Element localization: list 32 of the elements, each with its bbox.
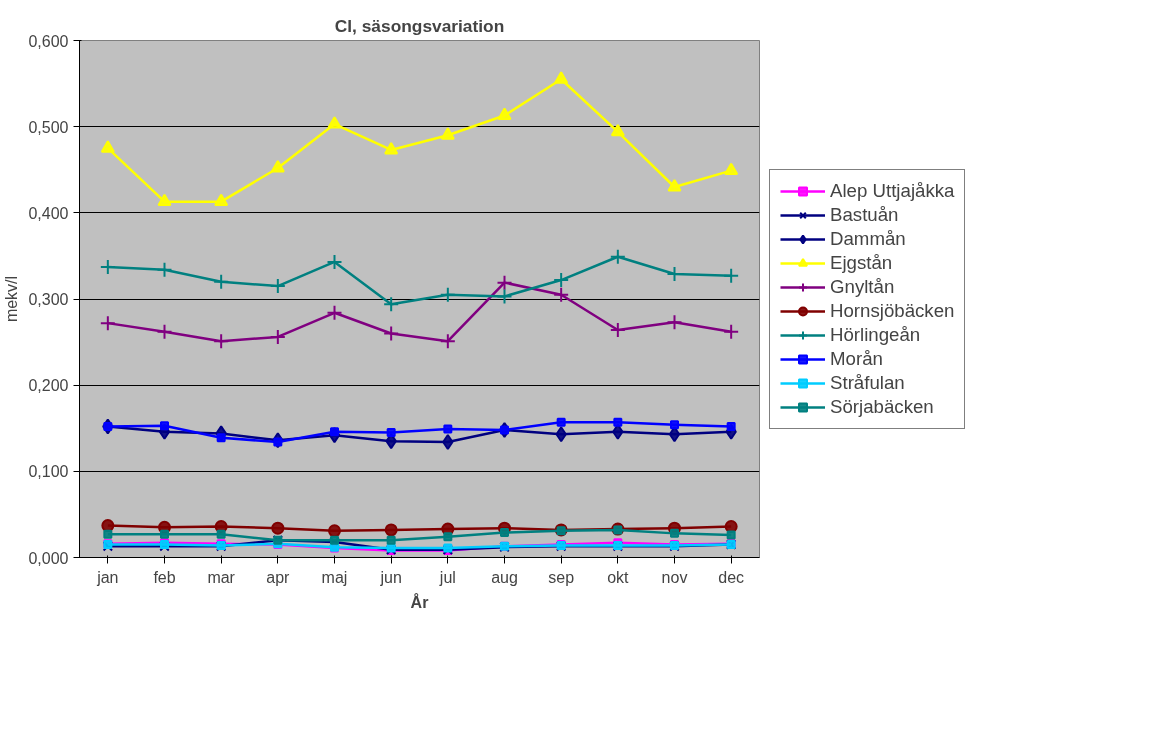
chart-title: Cl, säsongsvariation [334,15,505,36]
y-tick-label: 0,400 [28,204,69,222]
legend-label: Hörlingeån [830,323,921,346]
x-tick-label: jul [438,568,456,586]
x-tick-label: maj [321,568,348,586]
y-axis-title: mekv/l [3,275,21,323]
legend-label: Gnyltån [830,275,895,298]
legend-label: Sörjabäcken [830,395,934,418]
legend-label: Bastuån [830,203,899,226]
x-tick-label: okt [607,568,630,586]
legend-label: Ejgstån [830,251,893,274]
y-tick-label: 0,000 [28,549,69,567]
x-tick-label: jun [379,568,402,586]
x-tick-label: mar [207,568,236,586]
legend-label: Stråfulan [830,371,905,394]
x-tick-label: feb [153,568,176,586]
legend-label: Alep Uttjajåkka [830,179,955,202]
x-tick-label: dec [718,568,745,586]
y-tick-label: 0,200 [28,377,69,395]
y-tick-label: 0,600 [28,32,69,50]
y-tick-label: 0,500 [28,118,69,136]
legend-label: Hornsjöbäcken [830,299,955,322]
x-tick-label: sep [548,568,575,586]
y-tick-label: 0,300 [28,291,69,308]
x-tick-label: nov [661,568,688,586]
legend-label: Morån [830,347,883,370]
x-tick-label: aug [491,568,518,586]
legend-label: Dammån [830,227,906,250]
x-tick-label: jan [96,568,119,586]
y-tick-label: 0,100 [28,463,69,481]
x-tick-label: apr [266,568,291,586]
x-axis-title: År [410,592,429,611]
